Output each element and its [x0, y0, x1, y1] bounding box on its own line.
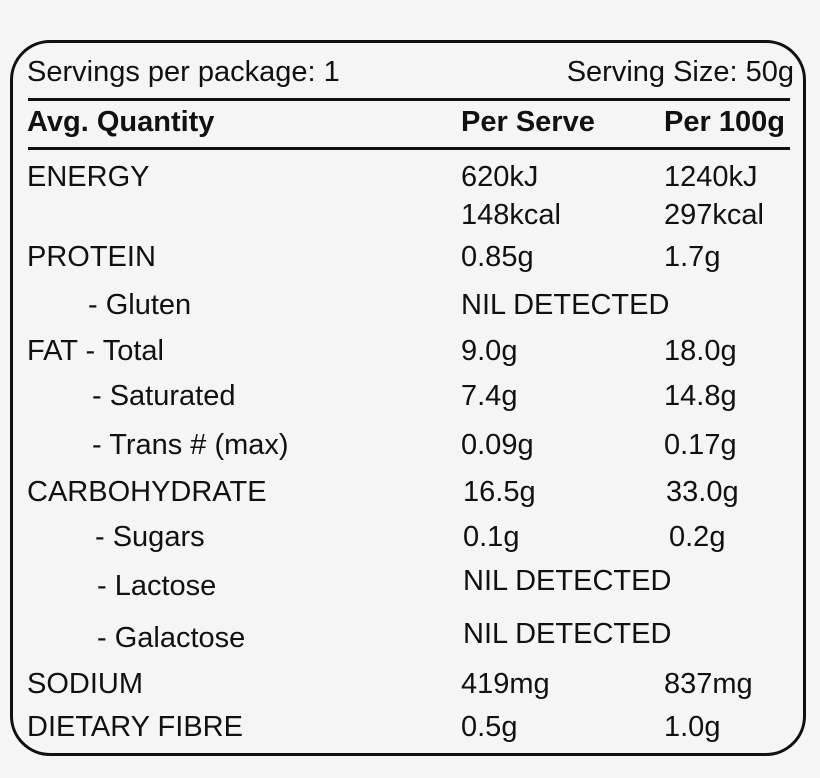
- serving-size: Serving Size: 50g: [566, 56, 794, 88]
- per-serve-value: 7.4g: [461, 380, 518, 412]
- per-100g-value: 18.0g: [664, 335, 737, 367]
- per-serve-value: 9.0g: [461, 335, 518, 367]
- per-100g-value: 14.8g: [664, 380, 737, 412]
- per-serve-value: 419mg: [461, 668, 550, 700]
- per-serve-value: 620kJ: [461, 161, 539, 193]
- row-label: SODIUM: [27, 668, 143, 700]
- per-serve-value: 0.5g: [461, 711, 518, 743]
- per-100g-value: 297kcal: [664, 199, 764, 231]
- per-serve-value: 0.1g: [463, 521, 520, 553]
- row-label: FAT - Total: [27, 335, 164, 367]
- row-label: - Sugars: [95, 521, 205, 553]
- combined-value: NIL DETECTED: [463, 565, 672, 597]
- divider: [28, 147, 790, 150]
- per-100g-value: 837mg: [664, 668, 753, 700]
- per-100g-value: 0.17g: [664, 429, 737, 461]
- per-100g-value: 1240kJ: [664, 161, 758, 193]
- row-label: ENERGY: [27, 161, 150, 193]
- row-label: - Galactose: [97, 622, 246, 654]
- row-label: - Saturated: [92, 380, 236, 412]
- column-header-per-100g: Per 100g: [664, 106, 785, 138]
- combined-value: NIL DETECTED: [463, 618, 672, 650]
- combined-value: NIL DETECTED: [461, 289, 670, 321]
- per-serve-value: 0.09g: [461, 429, 534, 461]
- column-header-quantity: Avg. Quantity: [27, 106, 215, 138]
- nutrition-panel: [10, 40, 806, 756]
- per-100g-value: 1.7g: [664, 241, 721, 273]
- per-serve-value: 148kcal: [461, 199, 561, 231]
- row-label: CARBOHYDRATE: [27, 476, 267, 508]
- row-label: - Lactose: [97, 570, 217, 602]
- per-serve-value: 16.5g: [463, 476, 536, 508]
- row-label: PROTEIN: [27, 241, 156, 273]
- divider: [28, 98, 790, 101]
- row-label: - Gluten: [88, 289, 192, 321]
- per-100g-value: 33.0g: [666, 476, 739, 508]
- per-100g-value: 1.0g: [664, 711, 721, 743]
- row-label: DIETARY FIBRE: [27, 711, 243, 743]
- per-serve-value: 0.85g: [461, 241, 534, 273]
- column-header-per-serve: Per Serve: [461, 106, 595, 138]
- per-100g-value: 0.2g: [669, 521, 726, 553]
- servings-per-package: Servings per package: 1: [27, 56, 340, 88]
- row-label: - Trans # (max): [92, 429, 289, 461]
